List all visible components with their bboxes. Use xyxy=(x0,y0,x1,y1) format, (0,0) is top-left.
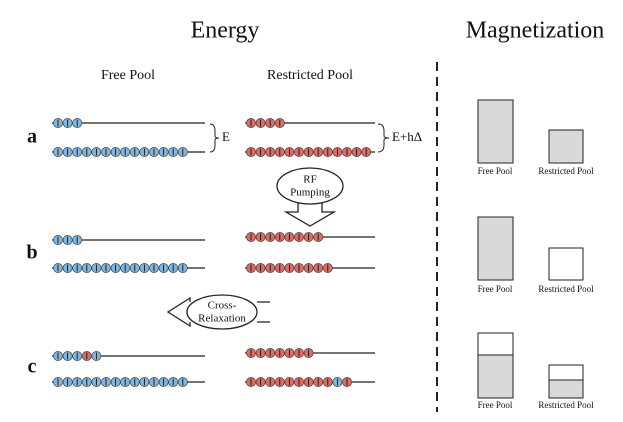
mag-box xyxy=(477,216,514,281)
brace xyxy=(209,123,220,153)
mag-label: Restricted Pool xyxy=(538,284,594,294)
row-label: a xyxy=(27,126,37,148)
brace xyxy=(377,123,390,153)
mag-fill xyxy=(549,380,583,398)
mag-box xyxy=(548,129,584,164)
gap-restricted: E+hΔ xyxy=(392,129,422,144)
mag-box xyxy=(548,247,584,281)
cross-text: Cross- xyxy=(208,300,237,312)
title-energy: Energy xyxy=(191,18,260,44)
title-magnetization: Magnetization xyxy=(466,18,605,44)
rf-ellipse xyxy=(276,167,344,205)
arrow-left xyxy=(166,296,270,328)
mag-label: Restricted Pool xyxy=(538,166,594,176)
rf-text: RF xyxy=(303,174,316,186)
cross-text: Relaxation xyxy=(198,313,246,325)
arrow-down xyxy=(283,203,337,227)
mag-label: Free Pool xyxy=(478,284,513,294)
mag-label: Free Pool xyxy=(478,400,513,410)
rf-text: Pumping xyxy=(290,187,330,199)
mag-label: Free Pool xyxy=(478,166,513,176)
mag-box xyxy=(477,99,514,164)
mag-fill xyxy=(478,355,513,398)
col-free: Free Pool xyxy=(101,68,155,83)
cross-ellipse xyxy=(186,294,258,330)
gap-free: E xyxy=(222,129,230,144)
col-restricted: Restricted Pool xyxy=(267,68,353,83)
row-label: b xyxy=(26,242,37,264)
mag-label: Restricted Pool xyxy=(538,400,594,410)
row-label: c xyxy=(28,356,37,378)
